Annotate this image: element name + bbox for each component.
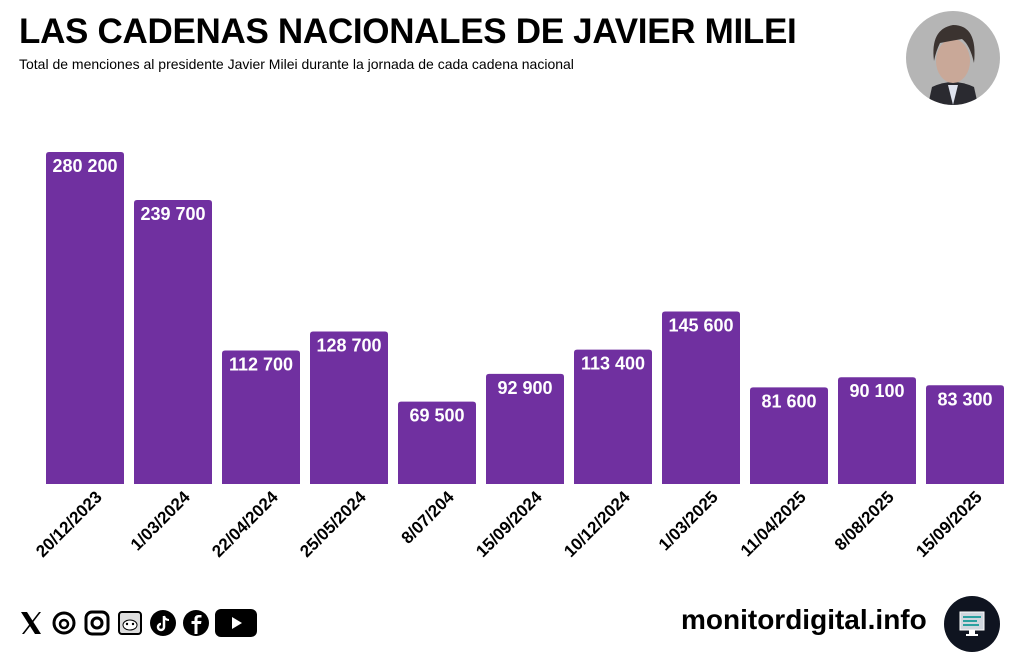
social-icons bbox=[16, 608, 258, 638]
x-tick-label: 1/03/2024 bbox=[127, 487, 194, 554]
data-label: 92 900 bbox=[497, 378, 552, 398]
bar bbox=[398, 401, 476, 484]
x-tick-label: 15/09/2024 bbox=[472, 487, 546, 561]
x-tick-label: 20/12/2023 bbox=[32, 487, 106, 561]
data-label: 145 600 bbox=[668, 315, 733, 335]
bar bbox=[46, 152, 124, 484]
bar bbox=[838, 377, 916, 484]
data-label: 128 700 bbox=[316, 336, 381, 356]
x-tick-label: 22/04/2024 bbox=[208, 487, 282, 561]
data-label: 239 700 bbox=[140, 204, 205, 224]
x-tick-label: 11/04/2025 bbox=[737, 487, 810, 560]
tiktok-icon[interactable] bbox=[148, 608, 178, 638]
threads-icon[interactable] bbox=[49, 608, 79, 638]
president-photo bbox=[906, 11, 1000, 105]
chart-subtitle: Total de menciones al presidente Javier … bbox=[19, 56, 574, 72]
instagram-icon[interactable] bbox=[82, 608, 112, 638]
bar bbox=[574, 349, 652, 484]
reddit-icon[interactable] bbox=[115, 608, 145, 638]
monitor-logo-icon bbox=[944, 596, 1000, 652]
x-tick-label: 8/07/204 bbox=[398, 487, 459, 548]
bar bbox=[134, 199, 212, 484]
x-tick-label: 10/12/2024 bbox=[560, 487, 634, 561]
data-label: 280 200 bbox=[52, 156, 117, 176]
bar bbox=[926, 385, 1004, 484]
bar bbox=[222, 350, 300, 484]
chart-title: LAS CADENAS NACIONALES DE JAVIER MILEI bbox=[19, 12, 797, 51]
x-tick-label: 15/09/2025 bbox=[912, 487, 986, 561]
bar bbox=[310, 331, 388, 484]
bar-chart: 280 200 20/12/2023 239 700 1/03/2024 112 700… bbox=[32, 152, 1004, 561]
data-label: 113 400 bbox=[581, 354, 645, 374]
bar bbox=[486, 373, 564, 484]
bar bbox=[662, 311, 740, 484]
x-tick-label: 1/03/2025 bbox=[655, 487, 722, 554]
data-label: 83 300 bbox=[937, 389, 992, 409]
youtube-icon[interactable] bbox=[214, 608, 258, 638]
x-icon[interactable] bbox=[16, 608, 46, 638]
data-label: 81 600 bbox=[761, 391, 816, 411]
facebook-icon[interactable] bbox=[181, 608, 211, 638]
data-label: 112 700 bbox=[229, 354, 293, 374]
site-name[interactable]: monitordigital.info bbox=[681, 604, 927, 635]
data-label: 90 100 bbox=[849, 381, 904, 401]
data-label: 69 500 bbox=[409, 406, 464, 426]
bar bbox=[750, 387, 828, 484]
x-tick-label: 8/08/2025 bbox=[831, 487, 898, 554]
x-tick-label: 25/05/2024 bbox=[296, 487, 370, 561]
